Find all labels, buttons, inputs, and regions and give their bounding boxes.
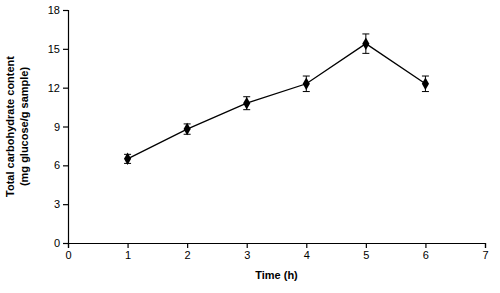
tick: 12 (48, 82, 68, 94)
tick-mark (63, 243, 68, 244)
tick-mark (306, 243, 307, 248)
tick-mark (127, 243, 128, 248)
tick-label: 2 (185, 249, 191, 261)
tick-mark (366, 243, 367, 248)
tick-mark (63, 49, 68, 50)
x-axis-title: Time (h) (255, 269, 298, 281)
marker (422, 78, 429, 90)
tick: 7 (482, 243, 488, 261)
error-cap (362, 53, 369, 54)
marks (124, 34, 429, 165)
marker (362, 37, 369, 49)
tick: 0 (65, 243, 71, 261)
error-bar (303, 76, 310, 92)
error-bar (422, 76, 429, 92)
axis-line (63, 11, 69, 244)
error-cap (362, 33, 369, 34)
tick-mark (425, 243, 426, 248)
tick-label: 6 (54, 159, 60, 171)
error-cap (303, 76, 310, 77)
marker (184, 123, 191, 135)
tick: 6 (423, 243, 429, 261)
tick: 2 (185, 243, 191, 261)
error-cap (422, 76, 429, 77)
tick-label: 1 (125, 249, 131, 261)
tick-label: 6 (423, 249, 429, 261)
tick-label: 3 (244, 249, 250, 261)
tick-label: 4 (304, 249, 310, 261)
tick-mark (187, 243, 188, 248)
tick: 3 (244, 243, 250, 261)
tick-label: 0 (65, 249, 71, 261)
plot: 012345670369121518 (48, 4, 489, 261)
tick-label: 12 (48, 82, 60, 94)
error-cap (303, 91, 310, 92)
marker (243, 97, 250, 109)
axis-line (69, 244, 486, 249)
y-axis: 0 3 6 9 12 15 18 (48, 4, 69, 249)
tick: 18 (48, 4, 68, 16)
tick-label: 7 (482, 249, 488, 261)
tick: 4 (304, 243, 310, 261)
tick: 1 (125, 243, 131, 261)
tick-mark (63, 88, 68, 89)
tick-label: 9 (54, 121, 60, 133)
tick-mark (485, 243, 486, 248)
tick-mark (63, 10, 68, 11)
marker (124, 153, 131, 165)
marker (303, 78, 310, 90)
y-axis-title: (mg glucose/g sample) (18, 67, 30, 187)
tick: 5 (363, 243, 369, 261)
tick: 6 (54, 159, 68, 171)
tick: 3 (54, 198, 68, 210)
tick-mark (63, 126, 68, 127)
line (128, 44, 426, 159)
tick-mark (247, 243, 248, 248)
y-axis-title: Total carbohydrate content (4, 56, 16, 197)
tick-label: 18 (48, 4, 60, 16)
tick-label: 0 (54, 237, 60, 249)
tick-label: 3 (54, 198, 60, 210)
tick: 15 (48, 43, 68, 55)
tick: 9 (54, 121, 68, 133)
error-bar (362, 34, 369, 53)
x-axis: 0 1 2 3 4 5 6 7 (65, 243, 488, 261)
tick-mark (63, 165, 68, 166)
error-bar (243, 97, 250, 110)
tick-label: 15 (48, 43, 60, 55)
error-cap (422, 91, 429, 92)
tick-mark (63, 204, 68, 205)
tick: 0 (54, 237, 68, 249)
tick-label: 5 (363, 249, 369, 261)
chart: 012345670369121518Time (h)Total carbohyd… (0, 0, 500, 293)
